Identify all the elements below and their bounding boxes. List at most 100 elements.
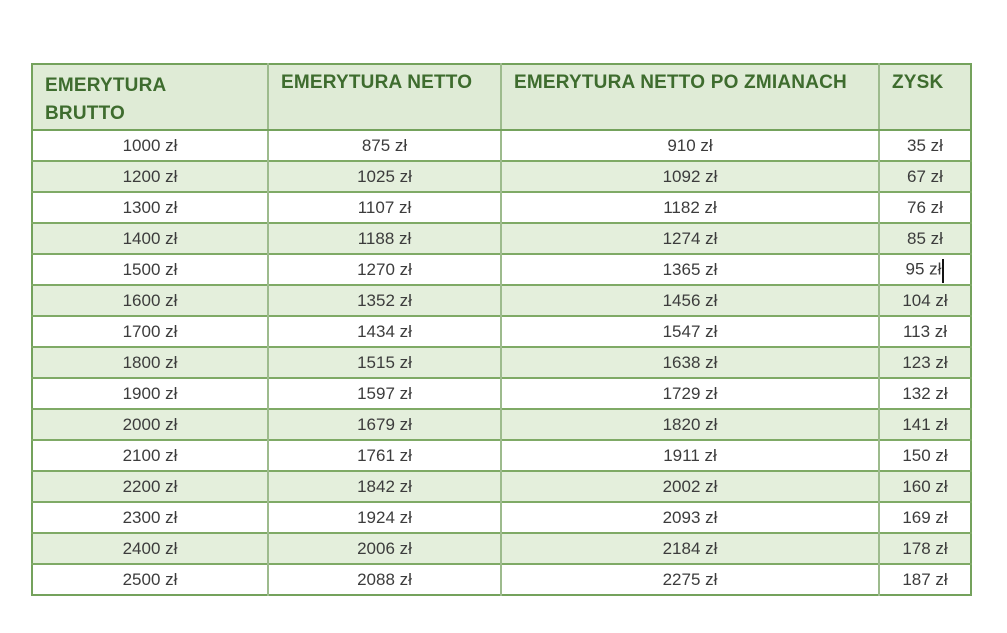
table-cell[interactable]: 2200 zł: [32, 470, 268, 502]
table-cell[interactable]: 104 zł: [878, 284, 971, 316]
table-cell[interactable]: 2006 zł: [267, 532, 501, 564]
table-cell[interactable]: 2093 zł: [500, 501, 879, 533]
table-row: 1800 zł 1515 zł 1638 zł 123 zł: [32, 346, 971, 378]
table-cell[interactable]: 141 zł: [878, 408, 971, 440]
table-cell[interactable]: 1600 zł: [32, 284, 268, 316]
cell-value: 76 zł: [907, 197, 943, 217]
cell-value: 1188 zł: [357, 228, 412, 248]
table-cell[interactable]: 1400 zł: [32, 222, 268, 254]
cell-value: 1515 zł: [357, 352, 412, 372]
table-cell[interactable]: 2002 zł: [500, 470, 879, 502]
header-cell-emerytura-brutto[interactable]: EMERYTURA BRUTTO: [32, 64, 268, 131]
table-cell[interactable]: 1456 zł: [500, 284, 879, 316]
table-cell[interactable]: 1729 zł: [500, 377, 879, 409]
cell-value: 169 zł: [902, 507, 948, 527]
table-cell[interactable]: 1679 zł: [267, 408, 501, 440]
table-cell[interactable]: 2300 zł: [32, 501, 268, 533]
cell-value: 2093 zł: [662, 507, 718, 527]
table-row: 1000 zł 875 zł 910 zł 35 zł: [32, 129, 971, 161]
table-row: 2500 zł 2088 zł 2275 zł 187 zł: [32, 563, 971, 595]
table-row: 1600 zł 1352 zł 1456 zł 104 zł: [32, 284, 971, 316]
table-cell[interactable]: 123 zł: [878, 346, 971, 378]
table-row: 2000 zł 1679 zł 1820 zł 141 zł: [32, 408, 971, 440]
cell-value: 1352 zł: [357, 290, 412, 310]
header-cell-emerytura-netto-po-zmianach[interactable]: EMERYTURA NETTO PO ZMIANACH: [500, 64, 879, 131]
header-label: ZYSK: [892, 72, 944, 93]
table-cell[interactable]: 1274 zł: [500, 222, 879, 254]
table-cell[interactable]: 1182 zł: [500, 191, 879, 223]
cell-value: 2100 zł: [122, 445, 178, 465]
cell-value: 1300 zł: [122, 197, 178, 217]
pension-table: EMERYTURA BRUTTO EMERYTURA NETTO EMERYTU…: [31, 63, 972, 596]
table-cell[interactable]: 1842 zł: [267, 470, 501, 502]
cell-value: 1700 zł: [122, 321, 178, 341]
table-row: 1200 zł 1025 zł 1092 zł 67 zł: [32, 160, 971, 192]
cell-value: 160 zł: [902, 476, 948, 496]
header-cell-emerytura-netto[interactable]: EMERYTURA NETTO: [267, 64, 501, 131]
table-cell[interactable]: 150 zł: [878, 439, 971, 471]
table-cell[interactable]: 1352 zł: [267, 284, 501, 316]
table-cell[interactable]: 160 zł: [878, 470, 971, 502]
table-cell[interactable]: 1365 zł: [500, 253, 879, 285]
table-cell[interactable]: 1515 zł: [267, 346, 501, 378]
header-cell-zysk[interactable]: ZYSK: [878, 64, 971, 131]
table-cell[interactable]: 2000 zł: [32, 408, 268, 440]
table-cell[interactable]: 2184 zł: [500, 532, 879, 564]
table-cell[interactable]: 1107 zł: [267, 191, 501, 223]
table-cell[interactable]: 132 zł: [878, 377, 971, 409]
table-cell[interactable]: 85 zł: [878, 222, 971, 254]
cell-value: 2184 zł: [662, 538, 718, 558]
table-cell[interactable]: 2088 zł: [267, 563, 501, 595]
table-cell[interactable]: 1700 zł: [32, 315, 268, 347]
cell-value: 2200 zł: [122, 476, 178, 496]
table-cell[interactable]: 187 zł: [878, 563, 971, 595]
table-cell[interactable]: 1924 zł: [267, 501, 501, 533]
table-cell[interactable]: 1188 zł: [267, 222, 501, 254]
table-cell[interactable]: 2100 zł: [32, 439, 268, 471]
cell-value: 1820 zł: [662, 414, 718, 434]
table-cell[interactable]: 2400 zł: [32, 532, 268, 564]
table-cell[interactable]: 875 zł: [267, 129, 501, 161]
table-cell[interactable]: 95 zł: [878, 253, 971, 285]
table-cell[interactable]: 1500 zł: [32, 253, 268, 285]
table-cell[interactable]: 1434 zł: [267, 315, 501, 347]
cell-value: 2275 zł: [662, 569, 718, 589]
header-label: EMERYTURA NETTO: [281, 72, 473, 93]
table-cell[interactable]: 1025 zł: [267, 160, 501, 192]
table-cell[interactable]: 1597 zł: [267, 377, 501, 409]
table-cell[interactable]: 35 zł: [878, 129, 971, 161]
table-cell[interactable]: 1911 zł: [500, 439, 879, 471]
table-cell[interactable]: 1270 zł: [267, 253, 501, 285]
table-row: 1700 zł 1434 zł 1547 zł 113 zł: [32, 315, 971, 347]
cell-value: 1270 zł: [357, 259, 412, 279]
table-cell[interactable]: 1820 zł: [500, 408, 879, 440]
table-cell[interactable]: 1200 zł: [32, 160, 268, 192]
cell-value: 2002 zł: [662, 476, 718, 496]
table-cell[interactable]: 1800 zł: [32, 346, 268, 378]
table-cell[interactable]: 1638 zł: [500, 346, 879, 378]
cell-value: 187 zł: [902, 569, 948, 589]
cell-value: 1274 zł: [662, 228, 718, 248]
table-cell[interactable]: 1000 zł: [32, 129, 268, 161]
cell-value: 1500 zł: [122, 259, 178, 279]
table-cell[interactable]: 1092 zł: [500, 160, 879, 192]
table-cell[interactable]: 1300 zł: [32, 191, 268, 223]
table-cell[interactable]: 2275 zł: [500, 563, 879, 595]
table-cell[interactable]: 67 zł: [878, 160, 971, 192]
table-cell[interactable]: 178 zł: [878, 532, 971, 564]
table-row: 2100 zł 1761 zł 1911 zł 150 zł: [32, 439, 971, 471]
cell-value: 1842 zł: [357, 476, 412, 496]
table-cell[interactable]: 1761 zł: [267, 439, 501, 471]
table-cell[interactable]: 2500 zł: [32, 563, 268, 595]
table-cell[interactable]: 76 zł: [878, 191, 971, 223]
cell-value: 132 zł: [902, 383, 948, 403]
table-cell[interactable]: 113 zł: [878, 315, 971, 347]
cell-value: 123 zł: [902, 352, 948, 372]
table-row: 2200 zł 1842 zł 2002 zł 160 zł: [32, 470, 971, 502]
table-cell[interactable]: 169 zł: [878, 501, 971, 533]
table-cell[interactable]: 910 zł: [500, 129, 879, 161]
table-cell[interactable]: 1547 zł: [500, 315, 879, 347]
cell-value: 2400 zł: [122, 538, 178, 558]
table-cell[interactable]: 1900 zł: [32, 377, 268, 409]
